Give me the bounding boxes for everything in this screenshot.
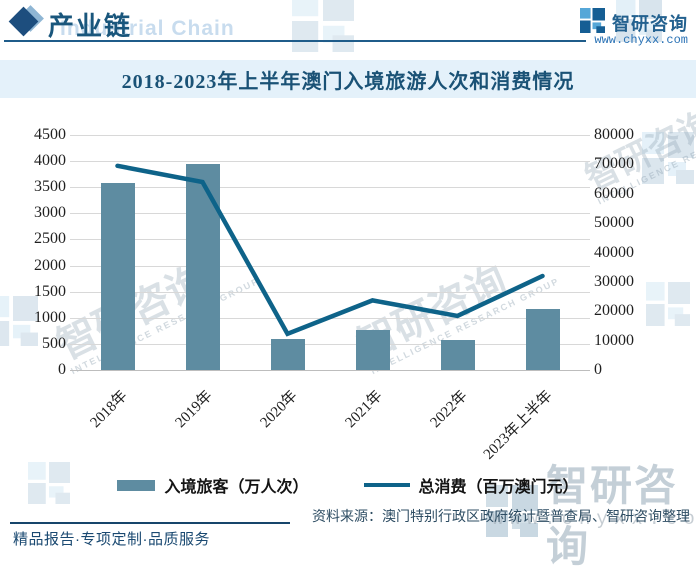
right-axis-tick: 40000 (594, 243, 634, 261)
chart-legend: 入境旅客（万人次） 总消费（百万澳门元） (0, 473, 696, 497)
gridline (70, 317, 590, 319)
chart-title: 2018-2023年上半年澳门入境旅游人次和消费情况 (121, 70, 575, 93)
gridline (70, 161, 590, 163)
legend-item-line: 总消费（百万澳门元） (363, 473, 579, 497)
left-axis-tick: 1000 (34, 308, 66, 326)
gridline (70, 135, 590, 136)
legend-item-bar: 入境旅客（万人次） (117, 473, 309, 497)
right-axis-tick: 60000 (594, 184, 634, 202)
gridline (70, 187, 590, 189)
left-axis-tick: 3000 (34, 204, 66, 222)
right-axis-tick: 30000 (594, 272, 634, 290)
left-axis-tick: 3500 (34, 178, 66, 196)
gridline (70, 239, 590, 241)
chart-title-band: 2018-2023年上半年澳门入境旅游人次和消费情况 (0, 60, 696, 98)
bar (440, 340, 475, 370)
footer-tagline: 精品报告·专项定制·品质服务 (13, 531, 210, 548)
gridline (70, 291, 590, 293)
gridline (70, 213, 590, 215)
bar (270, 339, 305, 370)
website-link[interactable]: www.chyxx.com (594, 33, 688, 47)
left-axis-tick: 4500 (34, 126, 66, 143)
line-swatch (363, 483, 410, 487)
left-axis-tick: 0 (58, 361, 66, 378)
section-title-watermark: Industrial Chain (60, 17, 235, 40)
footer-divider (10, 522, 290, 524)
header: Industrial Chain 产业链 智研咨询 www.chyxx.com (0, 0, 696, 52)
right-axis-tick: 0 (594, 361, 602, 378)
legend-label: 入境旅客（万人次） (164, 479, 309, 496)
left-axis-tick: 4000 (34, 152, 66, 170)
bar (525, 309, 560, 370)
right-axis-tick: 70000 (594, 155, 634, 173)
left-axis-tick: 500 (42, 334, 66, 352)
bar-swatch (117, 479, 156, 491)
brand-name: 智研咨询 (612, 14, 688, 34)
legend-label: 总消费（百万澳门元） (418, 479, 579, 496)
left-axis-tick: 1500 (34, 282, 66, 300)
right-axis-tick: 50000 (594, 214, 634, 232)
bar (100, 183, 135, 370)
section-title: 产业链 (48, 11, 133, 41)
right-axis-tick: 80000 (594, 126, 634, 143)
x-axis-line (70, 370, 590, 371)
bar (355, 329, 390, 370)
right-axis-tick: 20000 (594, 302, 634, 320)
header-divider (4, 40, 586, 42)
gridline (70, 265, 590, 267)
combo-chart: 0 500 1000 1500 2000 2500 3000 3500 4000 4500 0 100… (34, 126, 634, 463)
bar (185, 164, 220, 370)
data-source: 资料来源：澳门特别行政区政府统计暨普查局、智研咨询整理 (312, 508, 690, 524)
gridline (70, 343, 590, 345)
left-axis-tick: 2500 (34, 230, 66, 248)
left-axis-tick: 2000 (34, 256, 66, 274)
brand-logo: 智研咨询 (580, 8, 688, 38)
brand-logo-icon (580, 8, 605, 38)
right-axis-tick: 10000 (594, 331, 634, 349)
